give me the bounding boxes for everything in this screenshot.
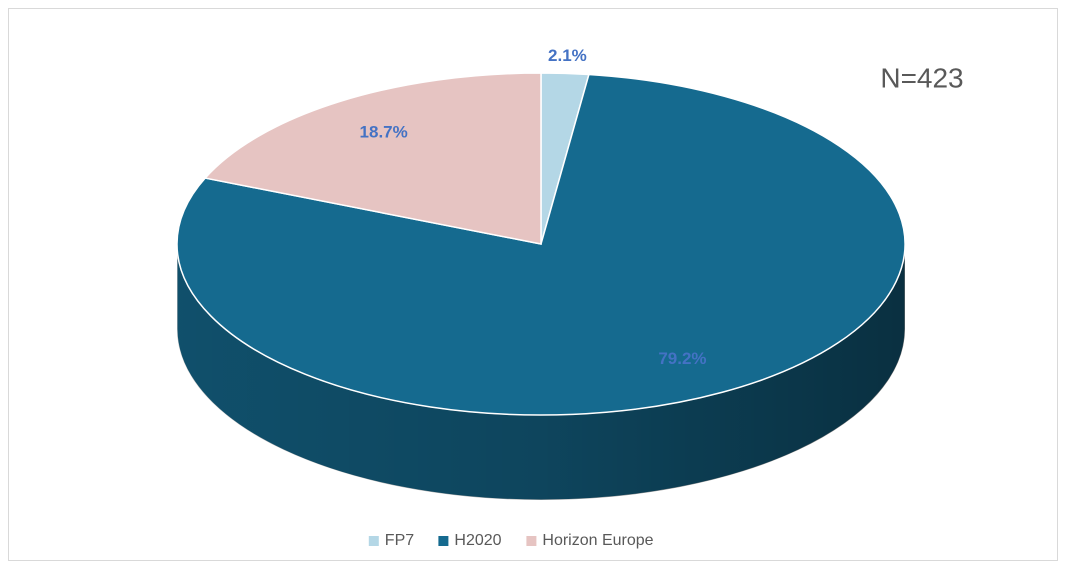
legend-label: FP7 (385, 532, 414, 549)
legend-swatch (526, 536, 537, 546)
legend-swatch (438, 536, 449, 546)
legend-label: Horizon Europe (542, 532, 653, 549)
slice-side-shade (177, 244, 905, 500)
annotation: N=423 (880, 62, 963, 93)
legend: FP7 H2020 Horizon Europe (368, 532, 654, 549)
pie: 2.1% 79.2% 18.7% (176, 46, 906, 501)
slice (203, 72, 542, 245)
legend-label: H2020 (454, 532, 501, 549)
data-label: 79.2% (658, 349, 706, 368)
legend-swatch (368, 536, 379, 546)
data-label: 18.7% (360, 122, 408, 141)
data-label: 2.1% (548, 46, 587, 65)
